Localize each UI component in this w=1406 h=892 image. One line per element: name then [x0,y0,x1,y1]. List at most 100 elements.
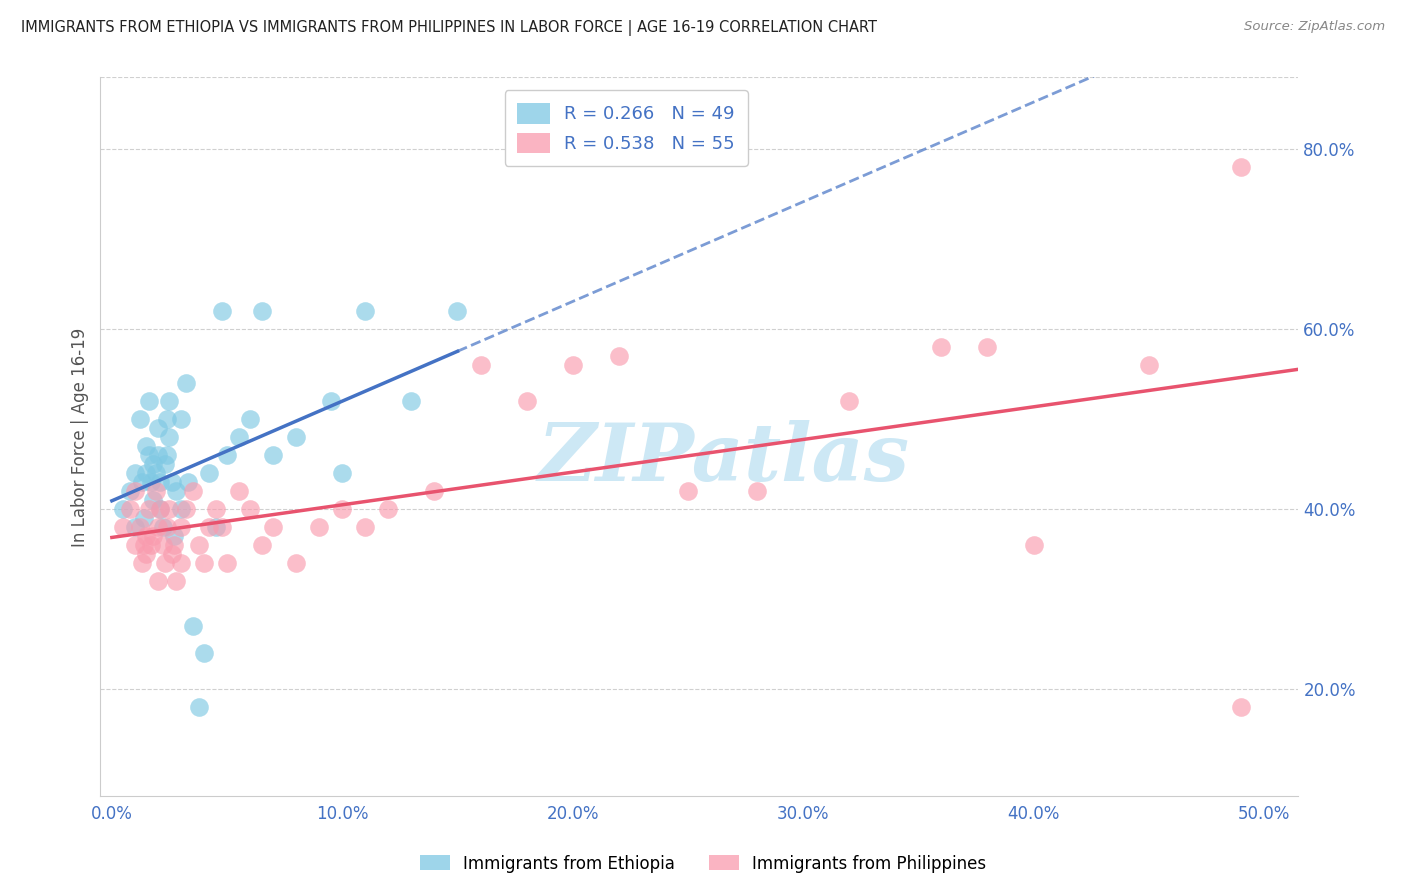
Legend: Immigrants from Ethiopia, Immigrants from Philippines: Immigrants from Ethiopia, Immigrants fro… [413,848,993,880]
Point [250,304,273,318]
Point [112,520,135,534]
Point [1230,161,1253,175]
Point [401,394,423,409]
Point [330,501,353,516]
Point [152,538,174,552]
Point [188,538,211,552]
Point [149,475,172,489]
Point [142,492,165,507]
Point [131,556,153,570]
Point [153,457,176,471]
Point [134,538,156,552]
Point [197,520,219,534]
Y-axis label: In Labor Force | Age 16-19: In Labor Force | Age 16-19 [72,327,89,547]
Point [308,520,330,534]
Point [177,475,200,489]
Point [149,501,172,516]
Point [124,483,146,498]
Point [204,520,226,534]
Point [354,304,377,318]
Point [120,483,142,498]
Text: IMMIGRANTS FROM ETHIOPIA VS IMMIGRANTS FROM PHILIPPINES IN LABOR FORCE | AGE 16-: IMMIGRANTS FROM ETHIOPIA VS IMMIGRANTS F… [21,20,877,36]
Point [131,475,153,489]
Point [228,483,250,498]
Point [170,501,193,516]
Point [146,421,169,435]
Point [149,501,172,516]
Point [142,529,165,543]
Point [165,574,187,588]
Point [181,618,204,632]
Point [285,556,308,570]
Point [159,394,181,409]
Point [128,412,150,426]
Point [160,475,183,489]
Point [134,511,156,525]
Point [146,448,169,462]
Point [138,448,160,462]
Point [174,376,197,390]
Point [1022,538,1045,552]
Point [188,699,211,714]
Point [156,448,179,462]
Point [446,304,468,318]
Point [262,448,284,462]
Point [156,412,179,426]
Point [217,448,239,462]
Point [354,520,377,534]
Point [120,501,142,516]
Point [135,439,157,453]
Point [163,529,186,543]
Point [239,501,262,516]
Point [217,556,239,570]
Point [146,520,169,534]
Point [124,520,146,534]
Point [285,430,308,444]
Point [112,501,135,516]
Point [163,538,186,552]
Point [423,483,446,498]
Point [204,501,226,516]
Point [250,538,273,552]
Point [135,547,157,561]
Point [165,483,187,498]
Point [124,466,146,480]
Point [174,501,197,516]
Point [211,304,233,318]
Point [1230,699,1253,714]
Legend: R = 0.266   N = 49, R = 0.538   N = 55: R = 0.266 N = 49, R = 0.538 N = 55 [505,90,748,166]
Point [239,412,262,426]
Point [181,483,204,498]
Point [159,430,181,444]
Point [516,394,538,409]
Point [1137,358,1160,372]
Point [197,466,219,480]
Point [330,466,353,480]
Point [170,556,193,570]
Point [470,358,492,372]
Point [138,394,160,409]
Point [262,520,284,534]
Point [128,520,150,534]
Point [976,340,998,354]
Text: ZIPatlas: ZIPatlas [537,420,910,497]
Point [146,574,169,588]
Point [135,529,157,543]
Point [561,358,583,372]
Point [228,430,250,444]
Point [211,520,233,534]
Point [377,501,399,516]
Point [931,340,953,354]
Point [135,466,157,480]
Point [139,475,162,489]
Point [156,520,179,534]
Point [159,501,181,516]
Point [139,538,162,552]
Point [193,646,215,660]
Point [676,483,699,498]
Point [145,466,167,480]
Point [152,520,174,534]
Text: Source: ZipAtlas.com: Source: ZipAtlas.com [1244,20,1385,33]
Point [193,556,215,570]
Point [838,394,860,409]
